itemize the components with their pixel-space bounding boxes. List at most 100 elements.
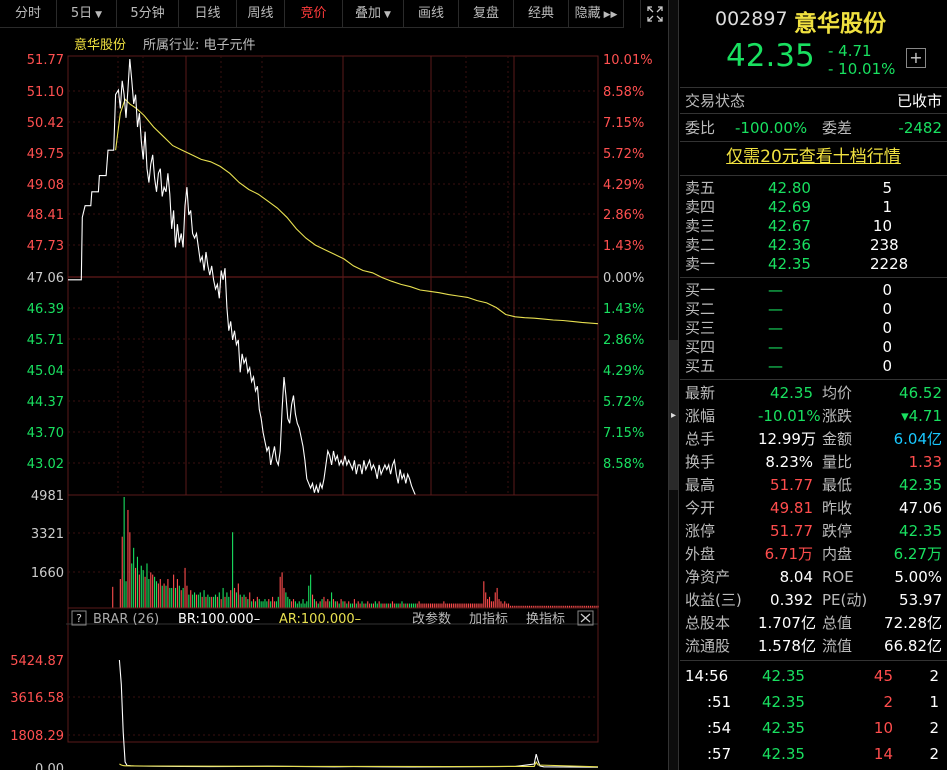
ask-label: 卖二 [685,236,716,254]
pct-tick-label: 7.15% [603,426,644,441]
pct-tick-label: 1.43% [603,302,644,317]
stat-label: 换手 [685,453,716,471]
stat-row: 最高 51.77 最低 42.35 [680,474,947,497]
stat-label: 内盘 [822,545,853,563]
tab-replay[interactable]: 复盘 [459,0,514,28]
stat-value: 6.71万 [764,545,813,563]
stat-value: 42.35 [899,476,942,494]
chevron-right-icon: ▸ [670,409,677,421]
tab-overlay-label: 叠加 [355,6,382,21]
bid-row[interactable]: 买三 — 0 [680,319,947,338]
tab-weekly[interactable]: 周线 [237,0,285,28]
price-tick-label: 45.04 [27,364,64,379]
intraday-chart[interactable]: 51.77 51.10 50.42 49.75 49.08 48.41 47.73 47.06… [0,28,668,770]
tab-5day[interactable]: 5日 ▼ [57,0,117,28]
stat-row: 涨幅 -10.01% 涨跌 ▾4.71 [680,405,947,428]
price-tick-label: 45.71 [27,333,64,348]
tick-count: 2 [929,719,939,737]
stat-value: 47.06 [899,499,942,517]
stat-value: ▾4.71 [901,407,942,425]
tab-daily[interactable]: 日线 [179,0,237,28]
weicha-value: -2482 [898,119,942,137]
bid-label: 买一 [685,281,716,299]
price-change-pct: - 10.01% [828,60,896,78]
bid-label: 买五 [685,357,716,375]
ask-label: 卖三 [685,217,716,235]
tick-row[interactable]: :57 42.35 14 2 [680,741,947,767]
panel-splitter[interactable]: ▸ [668,0,679,770]
tick-row[interactable]: :54 42.35 10 2 [680,715,947,741]
tab-5min[interactable]: 5分钟 [117,0,179,28]
stat-label: 跌停 [822,522,853,540]
stat-value: 49.81 [770,499,813,517]
bid-book: 买一 — 0 买二 — 0 买三 — 0 买四 — 0 买五 — 0 [680,278,947,380]
ask-price: 42.36 [768,236,811,254]
stat-value: 51.77 [770,522,813,540]
ask-row[interactable]: 卖一 42.35 2228 [680,255,947,274]
stat-row: 收益(三) 0.392 PE(动) 53.97 [680,589,947,612]
stat-label: 最低 [822,476,853,494]
bid-row[interactable]: 买四 — 0 [680,338,947,357]
bid-label: 买二 [685,300,716,318]
tick-volume: 45 [873,667,893,685]
br-line [118,659,599,768]
tab-intraday[interactable]: 分时 [0,0,57,28]
stat-label: 金额 [822,430,853,448]
tab-auction[interactable]: 竞价 [285,0,343,28]
stat-label: 涨跌 [822,407,853,425]
tick-time: 14:56 [685,667,729,685]
ask-label: 卖四 [685,198,716,216]
stat-value: 1.578亿 [758,637,816,655]
indicator-button[interactable]: 改参数 [412,611,451,627]
tab-hide[interactable]: 隐藏 ▶▶ [569,0,624,28]
quote-header: 002897 意华股份 42.35 - 4.71 - 10.01% + [680,0,947,88]
stats-table: 最新 42.35 均价 46.52 涨幅 -10.01% 涨跌 ▾4.71 总手 12.99万 金额… [680,380,947,661]
stat-value: 1.33 [908,453,942,471]
trade-status-value: 已收市 [896,92,942,110]
ask-row[interactable]: 卖二 42.36 238 [680,236,947,255]
pct-tick-label: 7.15% [603,116,644,131]
collapse-handle[interactable]: ▸ [669,340,678,490]
ask-row[interactable]: 卖五 42.80 5 [680,179,947,198]
price-tick-label: 49.75 [27,147,64,162]
stat-value: 6.27万 [893,545,942,563]
bid-price: — [768,357,783,375]
weicha-label: 委差 [822,119,853,137]
pct-tick-label: 2.86% [603,208,644,223]
bid-row[interactable]: 买一 — 0 [680,281,947,300]
tab-draw[interactable]: 画线 [404,0,459,28]
stat-value: 42.35 [770,384,813,402]
indicator-button[interactable]: 换指标 [526,612,565,627]
indicator-button[interactable]: 加指标 [469,612,508,627]
add-watchlist-button[interactable]: + [906,48,926,68]
avg-price-line [115,98,599,325]
last-price: 42.35 [726,38,815,74]
tick-row[interactable]: 14:56 42.35 45 2 [680,663,947,689]
tick-list[interactable]: 14:56 42.35 45 2:51 42.35 2 1:54 42.35 10 2:57 42.… [680,661,947,770]
ask-price: 42.67 [768,217,811,235]
bid-price: — [768,300,783,318]
volume-tick-label: 3321 [31,527,64,542]
expand-button[interactable] [640,0,668,28]
tick-time: :54 [707,719,732,737]
tick-count: 1 [929,693,939,711]
tab-overlay[interactable]: 叠加 ▼ [343,0,404,28]
price-tick-label: 51.77 [27,53,64,68]
tab-classic[interactable]: 经典 [514,0,569,28]
ask-row[interactable]: 卖三 42.67 10 [680,217,947,236]
stat-label: 均价 [822,384,853,402]
ask-row[interactable]: 卖四 42.69 1 [680,198,947,217]
promo-link[interactable]: 仅需20元查看十档行情 [680,142,947,176]
stat-label: 总股本 [685,614,731,632]
tick-row[interactable]: :51 42.35 2 1 [680,689,947,715]
stat-label: 流值 [822,637,853,655]
tick-price: 42.35 [762,719,805,737]
pct-tick-label: 5.72% [603,395,644,410]
stat-value: 12.99万 [758,430,816,448]
ask-volume: 5 [882,179,892,197]
help-icon-glyph: ? [76,612,82,625]
bid-row[interactable]: 买二 — 0 [680,300,947,319]
price-tick-label: 44.37 [27,395,64,410]
tick-volume: 2 [883,693,893,711]
bid-row[interactable]: 买五 — 0 [680,357,947,376]
